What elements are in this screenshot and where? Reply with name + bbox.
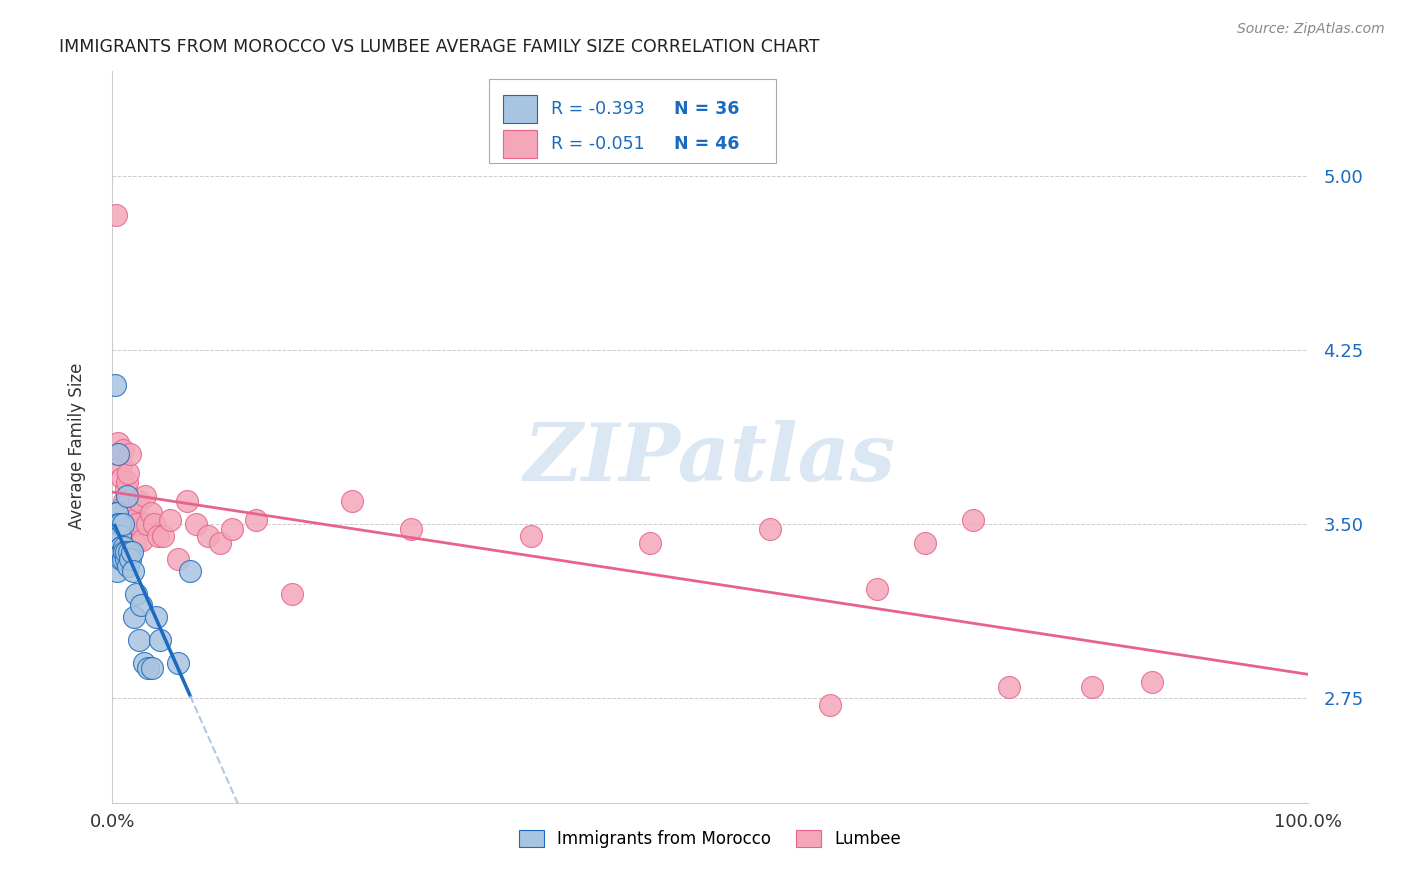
Point — [159, 512, 181, 526]
Point — [129, 599, 152, 613]
Text: N = 36: N = 36 — [675, 100, 740, 118]
Point — [118, 545, 141, 559]
Point — [112, 552, 135, 566]
Point — [105, 208, 128, 222]
Point — [111, 471, 134, 485]
Point — [998, 680, 1021, 694]
Point — [111, 545, 134, 559]
Point — [138, 661, 160, 675]
Point — [818, 698, 841, 713]
Point — [145, 610, 167, 624]
Point — [146, 529, 169, 543]
Text: R = -0.051: R = -0.051 — [551, 135, 645, 153]
Point — [1081, 680, 1104, 694]
Point — [114, 545, 135, 559]
Legend: Immigrants from Morocco, Lumbee: Immigrants from Morocco, Lumbee — [510, 822, 910, 856]
Point — [209, 535, 232, 549]
Point — [115, 489, 138, 503]
Text: Average Family Size: Average Family Size — [69, 363, 86, 529]
Point — [110, 541, 132, 555]
Point — [114, 483, 136, 497]
Point — [104, 377, 127, 392]
Point — [128, 494, 150, 508]
Point — [121, 506, 143, 520]
Point — [131, 533, 153, 548]
Point — [962, 512, 984, 526]
Point — [141, 661, 163, 675]
Point — [110, 552, 132, 566]
Point — [914, 535, 936, 549]
Point — [167, 552, 190, 566]
Text: R = -0.393: R = -0.393 — [551, 100, 645, 118]
Point — [114, 552, 136, 566]
FancyBboxPatch shape — [503, 95, 537, 122]
Text: N = 46: N = 46 — [675, 135, 740, 153]
Point — [640, 535, 662, 549]
Point — [1142, 675, 1164, 690]
Point — [197, 529, 219, 543]
Point — [149, 633, 172, 648]
Point — [105, 506, 128, 520]
Point — [143, 517, 166, 532]
Point — [105, 564, 128, 578]
Point — [117, 466, 139, 480]
Point — [121, 506, 143, 520]
FancyBboxPatch shape — [503, 130, 537, 158]
Point — [281, 587, 304, 601]
Point — [125, 587, 148, 601]
Point — [114, 545, 136, 559]
Point — [245, 512, 267, 526]
Point — [136, 517, 159, 532]
Point — [108, 529, 131, 543]
Point — [114, 499, 135, 513]
Point — [114, 494, 135, 508]
Point — [401, 522, 423, 536]
Point — [120, 448, 142, 462]
Point — [132, 657, 155, 671]
Point — [134, 489, 156, 503]
Point — [124, 535, 146, 549]
Point — [221, 522, 243, 536]
Point — [520, 529, 543, 543]
Point — [122, 610, 145, 624]
Point — [107, 517, 129, 532]
Point — [118, 494, 141, 508]
Point — [110, 459, 132, 474]
Point — [108, 517, 131, 532]
Point — [759, 522, 782, 536]
Point — [340, 494, 363, 508]
Point — [114, 541, 135, 555]
Point — [125, 517, 148, 532]
Point — [121, 545, 143, 559]
Point — [179, 564, 201, 578]
Point — [866, 582, 889, 597]
Point — [107, 448, 129, 462]
Point — [122, 512, 145, 526]
Text: ZIPatlas: ZIPatlas — [524, 420, 896, 498]
FancyBboxPatch shape — [489, 78, 776, 163]
Point — [115, 475, 138, 490]
Point — [128, 633, 150, 648]
Point — [167, 657, 190, 671]
Point — [110, 541, 132, 555]
Point — [120, 552, 142, 566]
Point — [186, 517, 208, 532]
Point — [176, 494, 198, 508]
Point — [107, 436, 129, 450]
Text: Source: ZipAtlas.com: Source: ZipAtlas.com — [1237, 22, 1385, 37]
Point — [105, 506, 128, 520]
Text: IMMIGRANTS FROM MOROCCO VS LUMBEE AVERAGE FAMILY SIZE CORRELATION CHART: IMMIGRANTS FROM MOROCCO VS LUMBEE AVERAG… — [59, 38, 820, 56]
Point — [112, 442, 135, 457]
Point — [121, 564, 143, 578]
Point — [152, 529, 174, 543]
Point — [117, 558, 139, 573]
Point — [139, 506, 162, 520]
Point — [111, 545, 134, 559]
Point — [112, 517, 135, 532]
